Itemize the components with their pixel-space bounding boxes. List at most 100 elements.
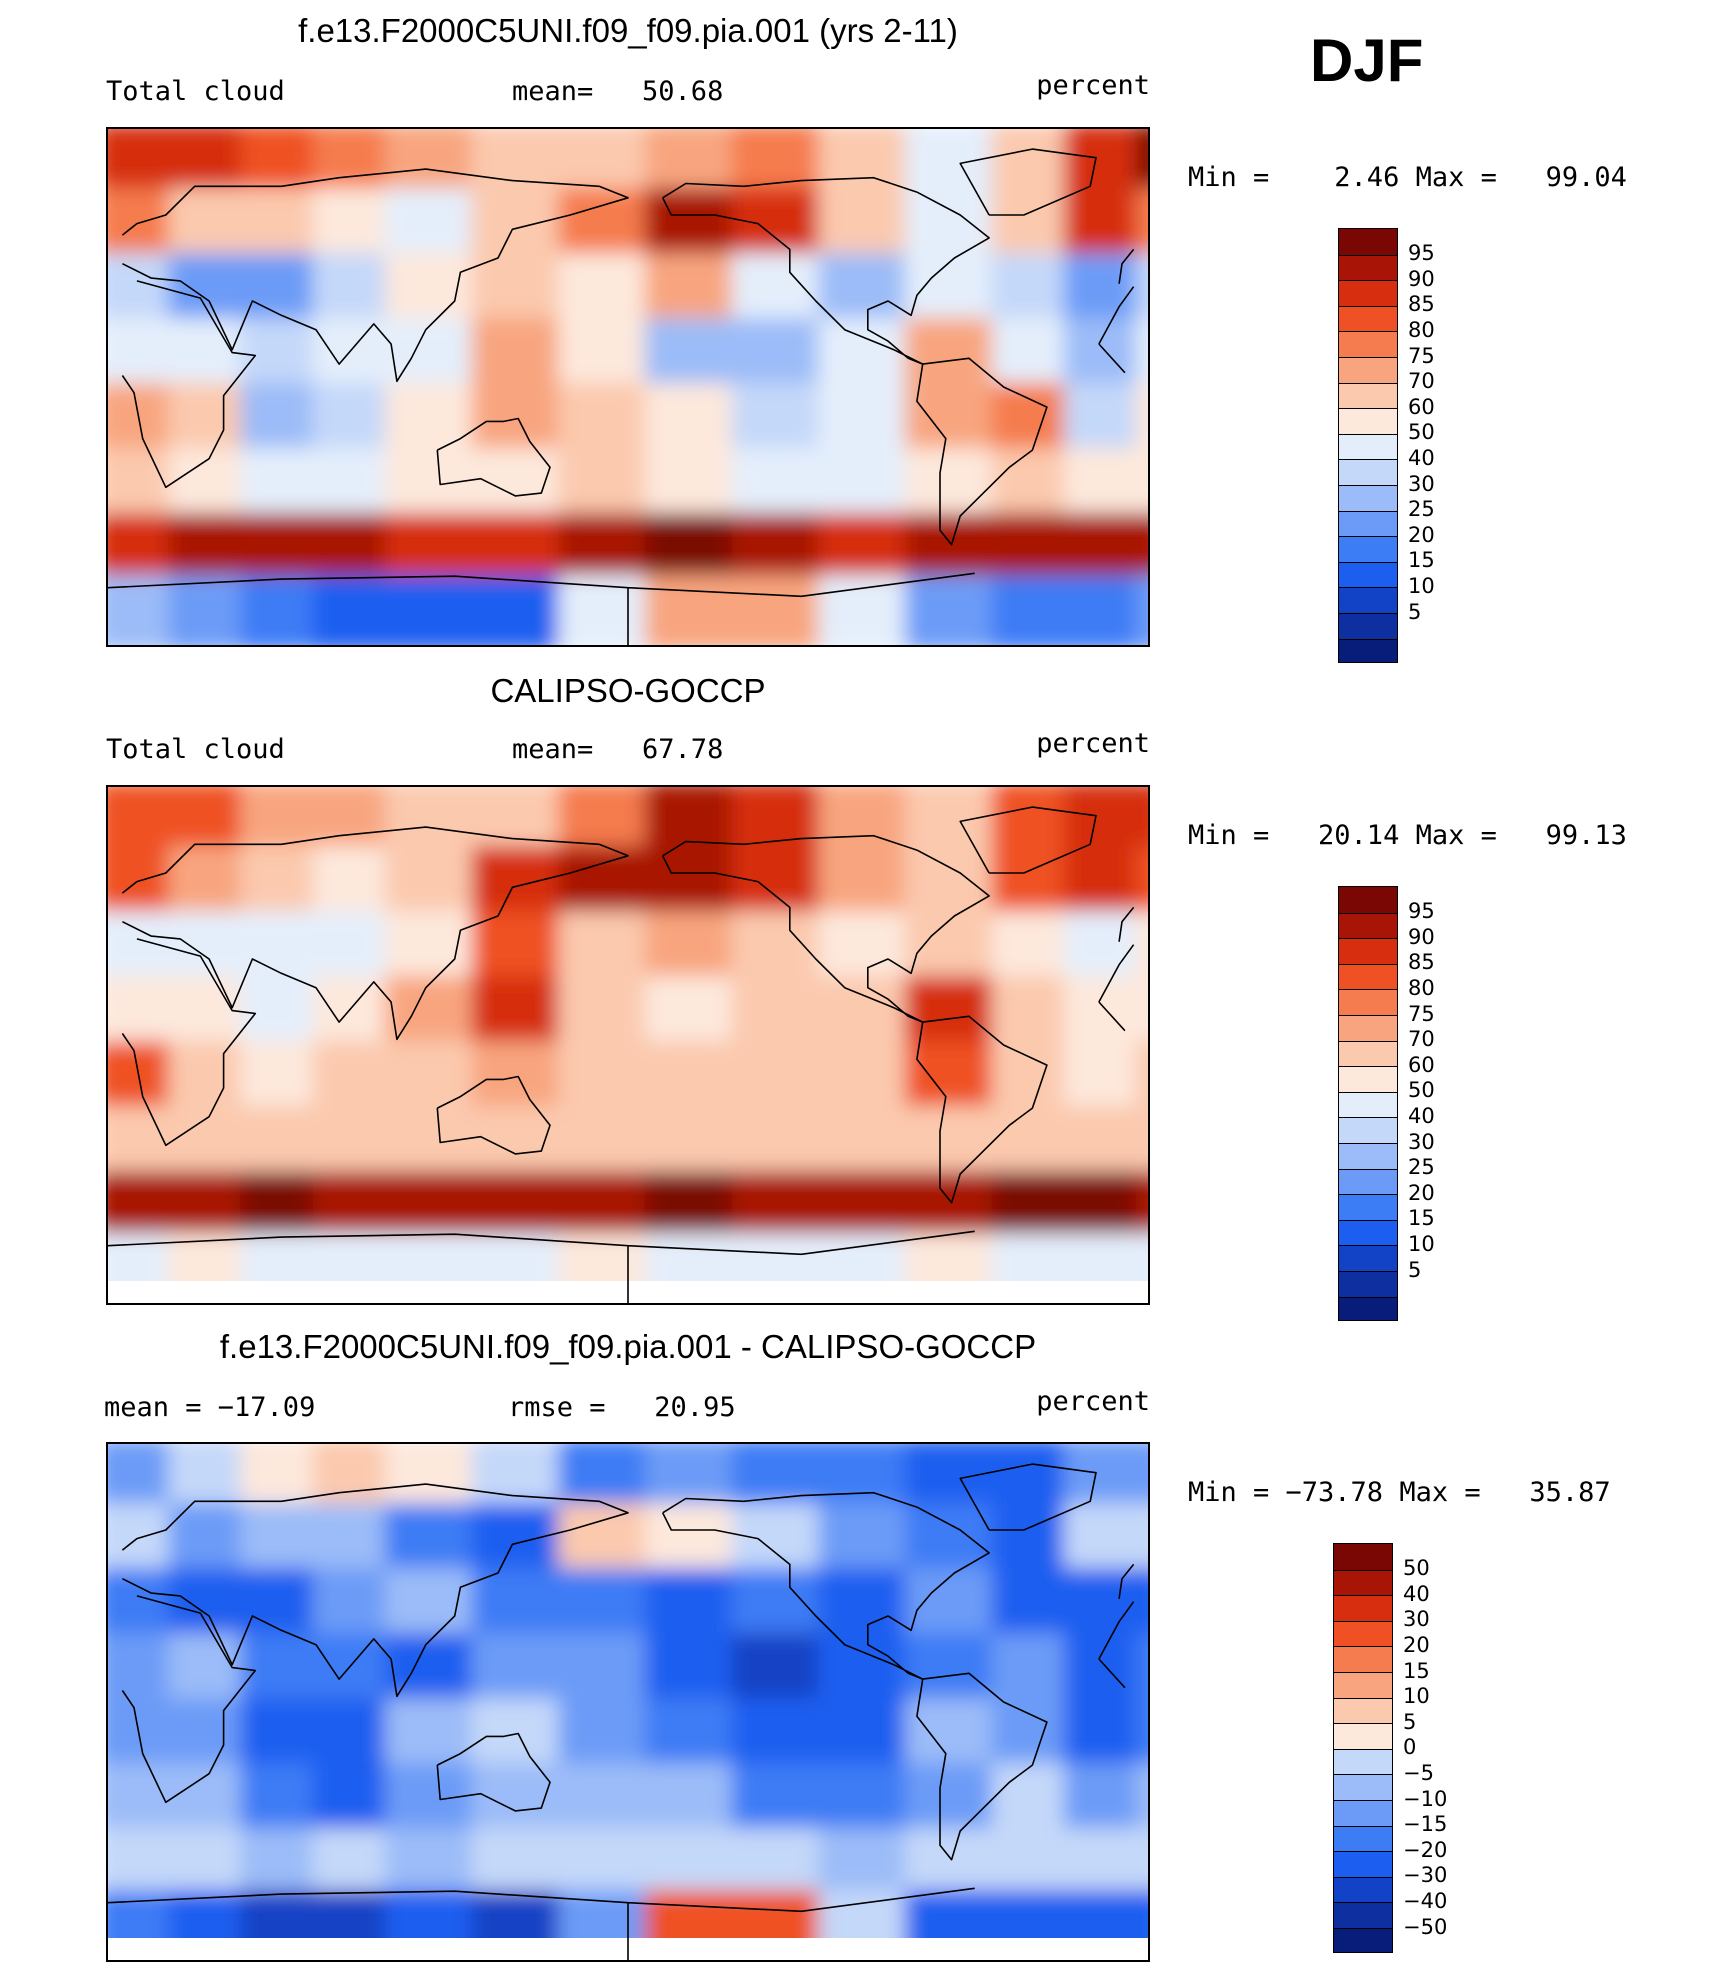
panel-3-rmse-label: rmse = 20.95 [508, 1392, 736, 1423]
panel-1-variable-label: Total cloud [106, 76, 285, 107]
colorbar-label: 10 [1403, 1684, 1430, 1709]
colorbar-swatch [1339, 1143, 1397, 1170]
colorbar-swatch [1339, 408, 1397, 435]
colorbar-label: 80 [1408, 975, 1435, 1000]
colorbar-swatch [1339, 912, 1397, 940]
colorbar-label: 40 [1408, 1103, 1435, 1128]
panel-3-map [106, 1442, 1150, 1962]
colorbar-swatch [1334, 1595, 1392, 1622]
panel-2-units-label: percent [1036, 728, 1150, 759]
field-cell [1136, 1041, 1148, 1118]
colorbar-label: −20 [1403, 1837, 1448, 1862]
colorbar-label: 75 [1408, 343, 1435, 368]
colorbar-swatch [1339, 1194, 1397, 1221]
field-cell [1136, 1568, 1148, 1645]
field-cell [1136, 976, 1148, 1053]
colorbar-label: 60 [1408, 1052, 1435, 1077]
season-label: DJF [1310, 27, 1424, 94]
field-cell [1136, 188, 1148, 265]
colorbar-box [1338, 886, 1398, 1322]
colorbar-label: 15 [1408, 1206, 1435, 1231]
colorbar-label: 10 [1408, 1231, 1435, 1256]
colorbar-label: 10 [1408, 573, 1435, 598]
colorbar-swatch [1339, 433, 1397, 461]
panel-2-mean-label: mean= 67.78 [512, 734, 724, 765]
field-cell [1136, 448, 1148, 525]
map-svg [108, 787, 1148, 1303]
panel-2-map [106, 785, 1150, 1305]
colorbar-label: 40 [1403, 1581, 1430, 1606]
colorbar-swatch [1339, 331, 1397, 358]
panel-1-units-label: percent [1036, 70, 1150, 101]
colorbar-swatch [1334, 1928, 1392, 1952]
field-cell [1136, 1698, 1148, 1775]
antarctica-outline [108, 1230, 975, 1303]
australia-outline [436, 1075, 551, 1155]
field-cell [1136, 787, 1148, 858]
field-cell [1136, 1633, 1148, 1710]
colorbar-swatch [1339, 1040, 1397, 1068]
australia-outline [436, 417, 551, 497]
field-cell [1063, 575, 1148, 645]
colorbar-label: 25 [1408, 1155, 1435, 1180]
cloud-field [108, 787, 1148, 1303]
colorbar-swatch [1339, 1091, 1397, 1119]
panel-1-mean-label: mean= 50.68 [512, 76, 724, 107]
colorbar-label: 15 [1408, 548, 1435, 573]
colorbar-swatch [1334, 1800, 1392, 1827]
field-cell [1136, 1503, 1148, 1580]
panel-3-minmax: Min = −73.78 Max = 35.87 [1188, 1477, 1611, 1508]
colorbar-swatch [1339, 229, 1397, 256]
south-america-outline [916, 357, 1048, 546]
colorbar-swatch [1339, 1015, 1397, 1042]
colorbar-label: 90 [1408, 924, 1435, 949]
colorbar-label: 50 [1408, 1078, 1435, 1103]
colorbar-swatch [1339, 887, 1397, 914]
colorbar-label: 70 [1408, 1027, 1435, 1052]
colorbar-swatch [1339, 1219, 1397, 1247]
colorbar-swatch [1339, 561, 1397, 589]
colorbar-label: 85 [1408, 950, 1435, 975]
field-cell [1136, 1828, 1148, 1902]
colorbar-swatch [1339, 536, 1397, 563]
field-cell [1136, 1444, 1148, 1515]
field-cell [1063, 188, 1148, 265]
south-america-outline [916, 1015, 1048, 1204]
north-america-outline [661, 834, 990, 1023]
panel-3-mean-label: mean = −17.09 [104, 1392, 316, 1423]
field-cell [1136, 129, 1148, 200]
colorbar-swatch [1339, 587, 1397, 614]
map-svg [108, 1444, 1148, 1960]
colorbar-swatch [1334, 1748, 1392, 1776]
colorbar-label: 70 [1408, 369, 1435, 394]
colorbar-label: 50 [1408, 420, 1435, 445]
field-cell [1063, 911, 1148, 988]
colorbar-swatch [1339, 510, 1397, 538]
australia-outline [436, 1732, 551, 1812]
colorbar-swatch [1339, 1168, 1397, 1196]
colorbar-swatch [1334, 1825, 1392, 1853]
south-america-outline [916, 1672, 1048, 1861]
field-cell [1063, 383, 1148, 460]
cloud-field [108, 129, 1148, 645]
colorbar-swatch [1339, 989, 1397, 1016]
map-svg [108, 129, 1148, 645]
colorbar-label: −5 [1403, 1760, 1434, 1785]
panel-2-minmax: Min = 20.14 Max = 99.13 [1188, 820, 1627, 851]
colorbar-label: −10 [1403, 1786, 1448, 1811]
north-america-outline [661, 1491, 990, 1680]
colorbar-label: 20 [1403, 1632, 1430, 1657]
colorbar-swatch [1339, 1066, 1397, 1093]
field-cell [1136, 383, 1148, 460]
colorbar-swatch [1339, 280, 1397, 307]
colorbar-swatch [1339, 638, 1397, 663]
field-cell [1063, 513, 1148, 587]
panel-1-title: f.e13.F2000C5UNI.f09_f09.pia.001 (yrs 2-… [298, 12, 958, 49]
greenland-outline [959, 806, 1097, 874]
colorbar-label: 5 [1403, 1709, 1417, 1734]
colorbar-label: 50 [1403, 1556, 1430, 1581]
colorbar-swatch [1339, 613, 1397, 640]
colorbar-label: 95 [1408, 241, 1435, 266]
colorbar-label: 5 [1408, 1257, 1422, 1282]
colorbar-swatch [1339, 382, 1397, 410]
